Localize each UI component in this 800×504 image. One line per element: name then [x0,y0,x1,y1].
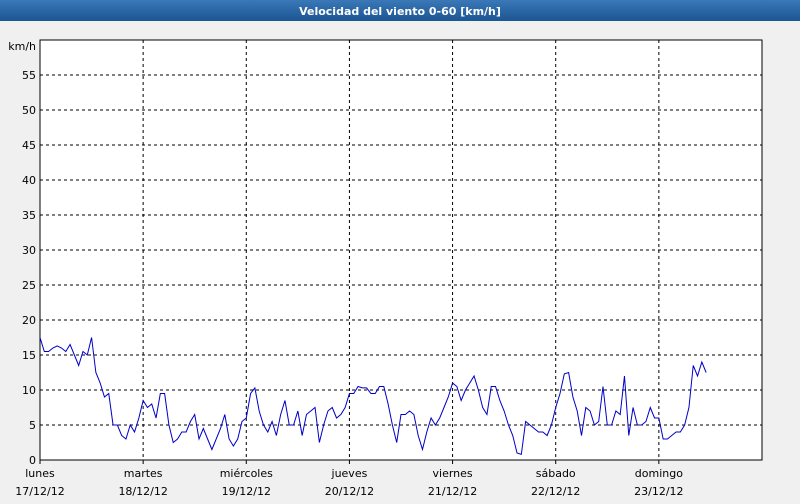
y-tick-label: 50 [22,104,36,117]
y-tick-label: 15 [22,349,36,362]
y-tick-label: 55 [22,69,36,82]
x-tick-label: martes [124,467,163,480]
chart-title: Velocidad del viento 0-60 [km/h] [299,5,501,18]
x-tick-label: domingo [635,467,683,480]
x-tick-date: 23/12/12 [634,485,683,498]
y-tick-label: 25 [22,279,36,292]
y-tick-label: 10 [22,384,36,397]
x-tick-label: jueves [331,467,368,480]
data-line [39,337,707,456]
y-tick-label: 30 [22,244,36,257]
x-tick-date: 21/12/12 [428,485,477,498]
y-tick-label: 5 [29,419,36,432]
y-tick-label: 0 [29,454,36,467]
y-tick-label: 40 [22,174,36,187]
y-axis-label: km/h [8,40,36,53]
x-tick-date: 19/12/12 [222,485,271,498]
x-tick-date: 20/12/12 [325,485,374,498]
y-tick-label: 20 [22,314,36,327]
title-bar [0,0,800,21]
y-tick-label: 35 [22,209,36,222]
x-tick-label: sábado [536,467,576,480]
x-tick-date: 18/12/12 [118,485,167,498]
x-tick-date: 22/12/12 [531,485,580,498]
x-tick-date: 17/12/12 [15,485,64,498]
x-tick-label: miércoles [220,467,273,480]
y-tick-label: 45 [22,139,36,152]
x-tick-label: viernes [433,467,473,480]
x-tick-label: lunes [25,467,55,480]
